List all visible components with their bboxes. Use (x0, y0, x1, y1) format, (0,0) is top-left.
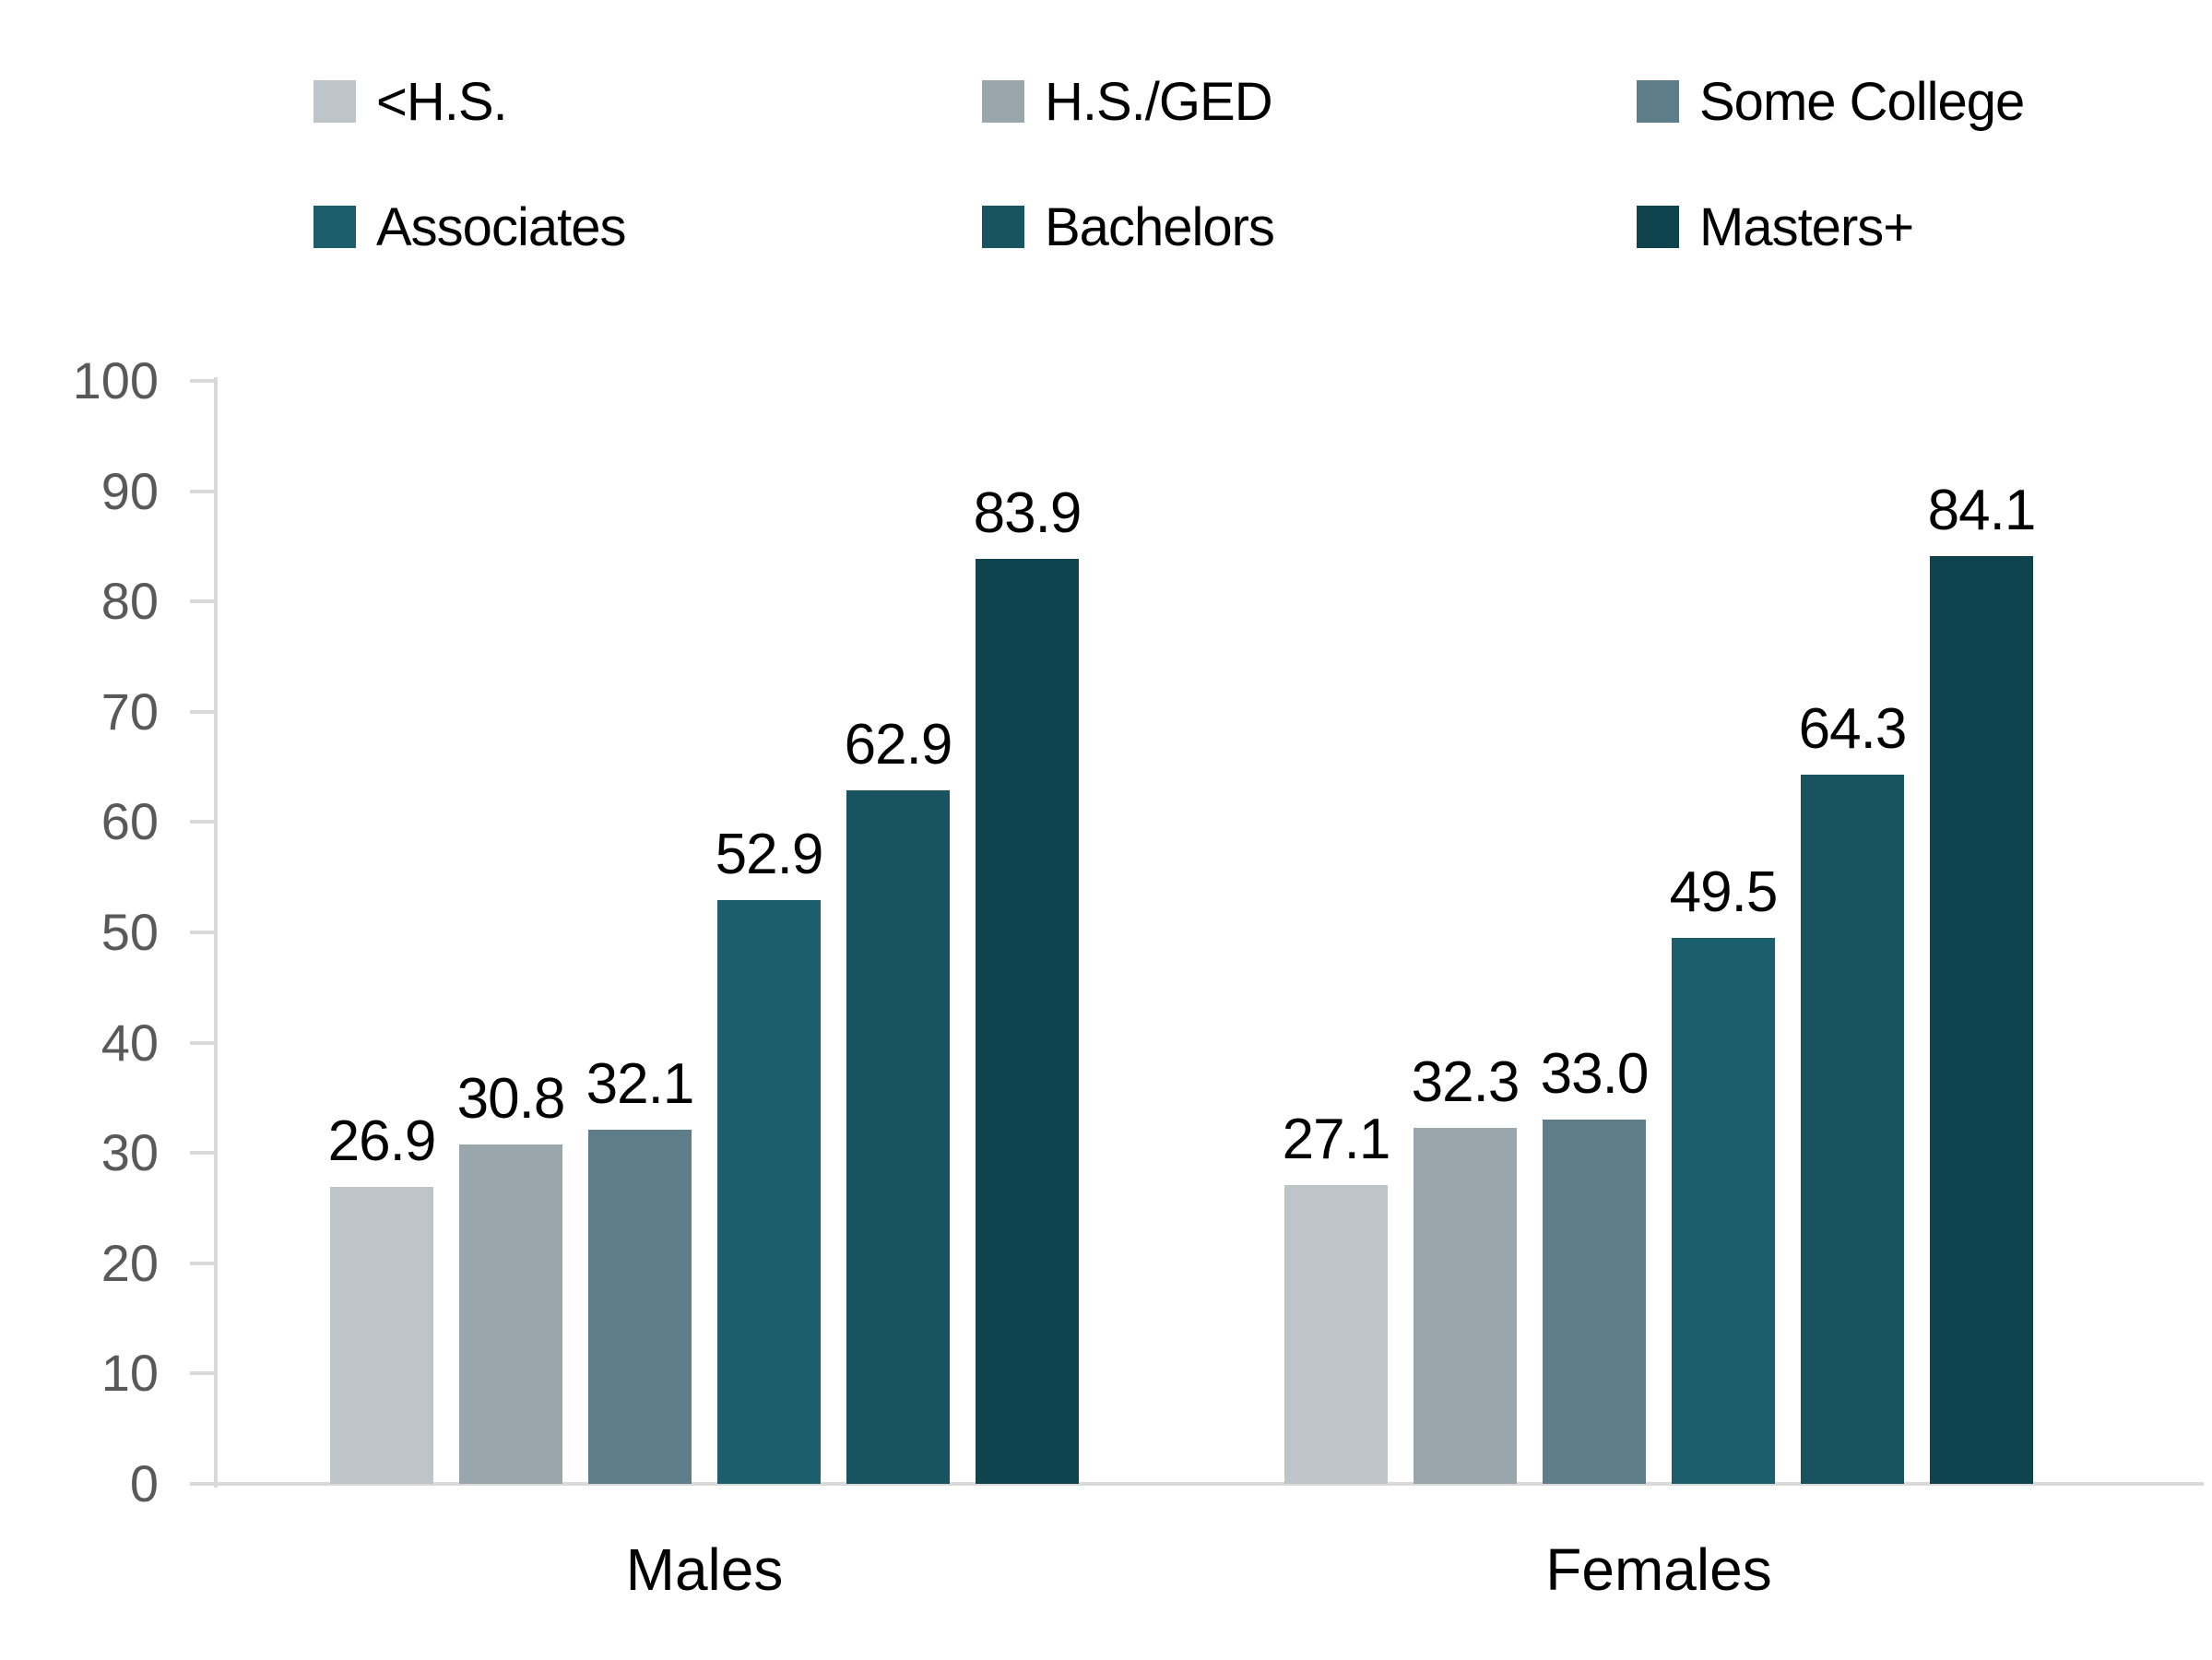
y-tick-label: 40 (101, 1013, 159, 1072)
y-tick-label: 20 (101, 1233, 159, 1292)
bar-females-series-4 (1801, 774, 1904, 1484)
bar-females-series-1 (1414, 1127, 1517, 1484)
bar-males-series-3 (717, 900, 821, 1484)
bar-males-series-1 (459, 1144, 562, 1484)
legend-item: Bachelors (982, 196, 1637, 257)
legend-label: Masters+ (1699, 196, 1914, 257)
y-tick-mark (190, 1371, 218, 1376)
y-tick-label: 30 (101, 1123, 159, 1182)
legend-swatch-icon (313, 206, 356, 248)
y-tick-label: 80 (101, 572, 159, 631)
bar-females-series-3 (1672, 937, 1775, 1484)
bar-males-series-4 (846, 789, 950, 1484)
y-tick-mark (190, 709, 218, 714)
y-tick-mark (190, 599, 218, 604)
y-tick-label: 70 (101, 682, 159, 741)
y-tick-mark (190, 1151, 218, 1156)
bar-value-label: 84.1 (1927, 479, 2037, 543)
category-label-females: Females (1545, 1536, 1772, 1603)
y-tick-label: 50 (101, 903, 159, 961)
bar-females-series-2 (1543, 1120, 1646, 1484)
y-tick-label: 100 (72, 351, 159, 409)
legend-label: <H.S. (376, 71, 508, 132)
legend-label: Bachelors (1045, 196, 1275, 257)
y-tick-mark (190, 1261, 218, 1265)
y-tick-mark (190, 1482, 218, 1486)
legend-item: <H.S. (313, 71, 982, 132)
legend-item: H.S./GED (982, 71, 1637, 132)
legend-item: Masters+ (1637, 196, 2065, 257)
bar-value-label: 32.1 (586, 1052, 695, 1117)
y-tick-label: 10 (101, 1344, 159, 1403)
bar-females-series-0 (1284, 1184, 1388, 1484)
legend-swatch-icon (1637, 206, 1679, 248)
bar-value-label: 26.9 (327, 1109, 437, 1174)
legend-item: Some College (1637, 71, 2065, 132)
y-tick-mark (190, 931, 218, 934)
x-axis-line (190, 1482, 2204, 1486)
y-tick-label: 90 (101, 461, 159, 520)
bar-value-label: 33.0 (1540, 1042, 1650, 1107)
y-tick-label: 0 (129, 1454, 159, 1512)
bar-value-label: 52.9 (715, 823, 824, 887)
y-tick-mark (190, 379, 218, 383)
bar-males-series-0 (330, 1187, 433, 1484)
legend-item: Associates (313, 196, 982, 257)
legend-swatch-icon (982, 80, 1024, 123)
bar-males-series-2 (588, 1130, 692, 1484)
legend-label: H.S./GED (1045, 71, 1273, 132)
y-tick-mark (190, 1040, 218, 1045)
legend-label: Associates (376, 196, 626, 257)
legend-swatch-icon (313, 80, 356, 123)
legend-label: Some College (1699, 71, 2025, 132)
bar-value-label: 27.1 (1282, 1107, 1391, 1171)
bar-females-series-5 (1930, 556, 2033, 1484)
bar-value-label: 49.5 (1669, 860, 1779, 924)
y-tick-mark (190, 489, 218, 493)
bar-value-label: 62.9 (844, 712, 953, 777)
bar-value-label: 83.9 (973, 480, 1082, 545)
bar-value-label: 64.3 (1798, 696, 1908, 761)
category-label-males: Males (625, 1536, 784, 1603)
y-tick-mark (190, 820, 218, 824)
legend-swatch-icon (1637, 80, 1679, 123)
bar-value-label: 32.3 (1411, 1049, 1520, 1114)
legend-swatch-icon (982, 206, 1024, 248)
bar-males-series-5 (976, 558, 1079, 1484)
legend: <H.S. H.S./GED Some College Associates Bache… (313, 71, 2065, 257)
bar-value-label: 30.8 (456, 1066, 566, 1131)
y-tick-label: 60 (101, 792, 159, 851)
